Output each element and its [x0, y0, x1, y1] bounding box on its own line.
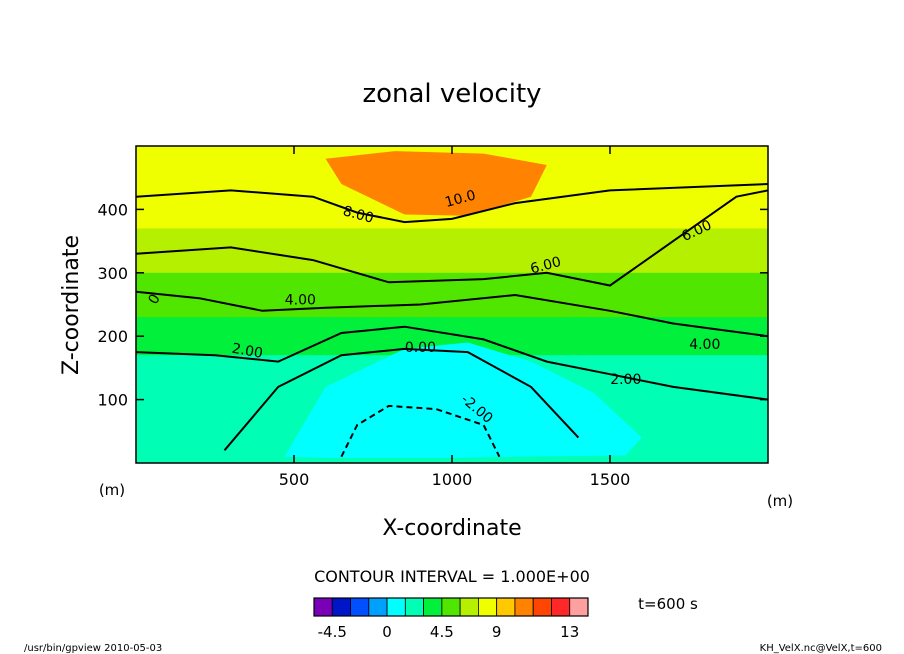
colorbar-swatch-0 — [313, 597, 333, 617]
colorbar-swatch-8 — [459, 597, 479, 617]
colorbar-tick-label-0: -4.5 — [318, 623, 347, 641]
colorbar-swatch-3 — [368, 597, 388, 617]
y-tick-label-3: 400 — [97, 200, 128, 219]
chart-title: zonal velocity — [362, 79, 541, 109]
x-unit-label-left: (m) — [99, 481, 125, 499]
colorbar-tick-label-3: 9 — [492, 623, 502, 641]
x-unit-label-right: (m) — [767, 492, 793, 510]
contour-label-0: 10.0 — [443, 187, 477, 211]
contour-line-layer — [136, 183, 768, 458]
colorbar-frame — [313, 597, 589, 617]
contour-line-2 — [136, 290, 768, 338]
colorbar-swatch-6 — [423, 597, 443, 617]
colorbar-swatch-11 — [514, 597, 534, 617]
contour-label-4: 4.00 — [285, 293, 316, 309]
contour-line-0 — [136, 183, 768, 224]
y-tick-label-2: 300 — [97, 264, 128, 283]
colorbar-swatch-12 — [532, 597, 552, 617]
x-tick-label-1: 1000 — [432, 470, 473, 489]
y-axis-ticks: 100 200 300 400 — [97, 200, 768, 410]
contour-label-5: 4.00 — [689, 337, 720, 353]
colorbar-swatch-9 — [477, 597, 498, 617]
colorbar-swatch-10 — [496, 597, 516, 617]
contour-line-3 — [136, 325, 768, 401]
colorbar-swatch-5 — [404, 597, 425, 617]
x-axis-label: X-coordinate — [382, 516, 521, 541]
footer-right: KH_VelX.nc@VelX,t=600 — [760, 643, 882, 654]
y-tick-label-1: 200 — [97, 327, 128, 346]
contour-line-5 — [340, 404, 501, 458]
contour-fill-layer — [136, 146, 768, 463]
colorbar-swatch-13 — [551, 597, 571, 617]
contour-label-6: 2.00 — [231, 341, 264, 362]
x-tick-label-0: 500 — [279, 470, 310, 489]
footer-left: /usr/bin/gpview 2010-05-03 — [24, 643, 162, 654]
colorbar-tick-label-4: 13 — [560, 623, 579, 641]
colorbar-swatch-4 — [386, 597, 406, 617]
colorbar-swatch-1 — [331, 597, 351, 617]
field-region-4 — [284, 342, 642, 458]
contour-label-1: 8.00 — [341, 203, 375, 227]
x-axis-ticks: 500 1000 1500 — [279, 146, 631, 489]
colorbar-swatch-2 — [350, 597, 370, 617]
contour-line-1 — [136, 189, 768, 287]
contour-label-2: 6.00 — [529, 254, 563, 278]
colorbar-swatch-7 — [441, 597, 461, 617]
contour-interval-text: CONTOUR INTERVAL = 1.000E+00 — [314, 567, 590, 586]
colorbar-swatch-14 — [569, 597, 589, 617]
y-tick-label-0: 100 — [97, 391, 128, 410]
field-region-1 — [325, 151, 547, 216]
x-tick-label-2: 1500 — [590, 470, 631, 489]
contour-label-7: 2.00 — [610, 372, 641, 388]
time-label: t=600 s — [638, 595, 698, 613]
plot-area: 10.08.006.006.004.004.002.002.000.000-2.… — [135, 145, 769, 464]
contour-line-4 — [223, 347, 580, 451]
colorbar-tick-label-1: 0 — [382, 623, 392, 641]
colorbar — [313, 597, 589, 617]
contour-label-8: 0.00 — [405, 340, 436, 356]
colorbar-ticks: -4.5 0 4.5 9 13 — [318, 623, 580, 641]
colorbar-tick-label-2: 4.5 — [430, 623, 454, 641]
y-axis-label: Z-coordinate — [59, 235, 84, 375]
